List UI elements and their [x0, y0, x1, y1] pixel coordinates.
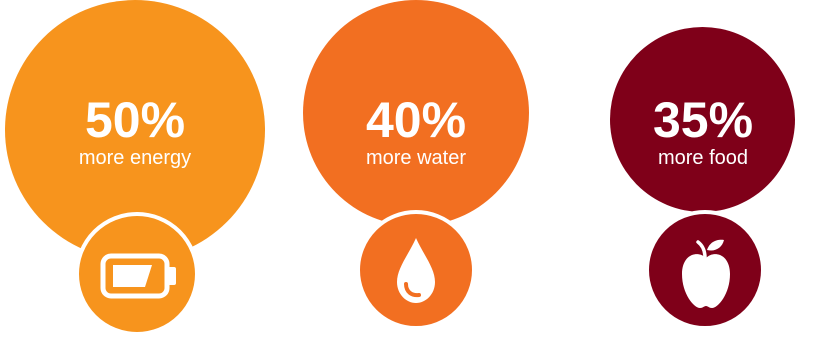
stat-energy: 50% more energy	[5, 0, 265, 341]
food-circle	[610, 27, 795, 212]
energy-percentage: 50%	[84, 92, 186, 148]
energy-label: more energy	[78, 147, 192, 169]
water-label: more water	[365, 147, 467, 169]
water-stat-text: 40% more water	[303, 95, 529, 169]
water-percentage: 40%	[365, 92, 467, 148]
energy-stat-text: 50% more energy	[5, 95, 265, 169]
water-icon-badge	[356, 210, 476, 330]
water-circle	[303, 0, 529, 226]
food-percentage: 35%	[652, 92, 754, 148]
food-label: more food	[657, 147, 749, 169]
water-drop-icon	[397, 238, 435, 303]
energy-icon-badge	[75, 212, 199, 336]
food-stat-text: 35% more food	[603, 95, 803, 169]
stat-food: 35% more food	[603, 0, 803, 341]
food-icon-badge	[645, 210, 765, 330]
apple-icon	[682, 239, 730, 308]
stat-water: 40% more water	[303, 0, 529, 341]
battery-icon	[100, 253, 176, 299]
